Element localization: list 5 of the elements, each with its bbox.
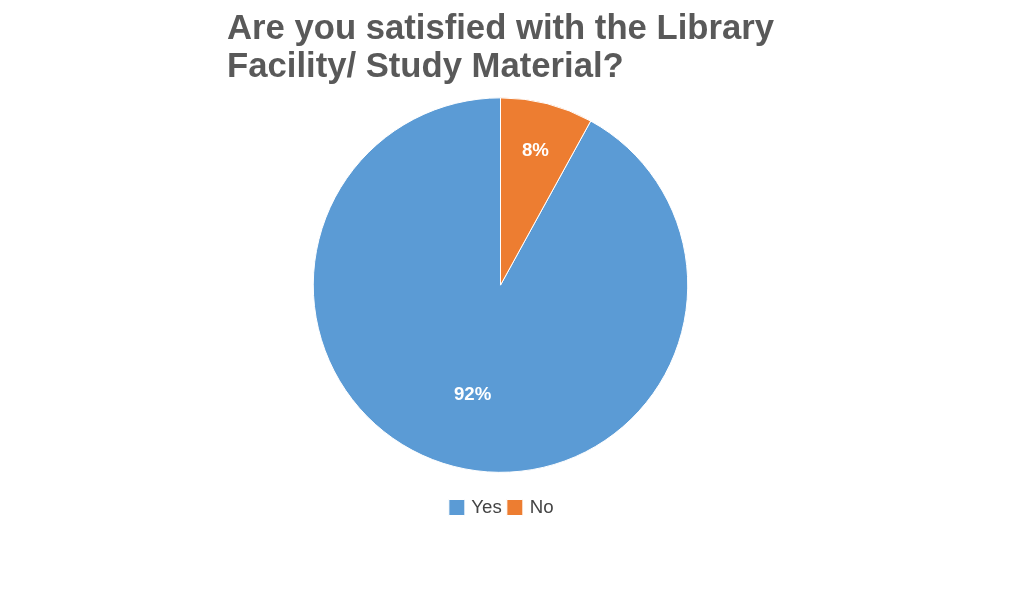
legend-label: No — [529, 496, 554, 518]
data-label: 8% — [521, 138, 550, 160]
data-label: 92% — [453, 383, 492, 405]
legend-label: Yes — [471, 496, 502, 518]
chart-title: Are you satisfied with the Library Facility/ Study Material? — [227, 7, 775, 84]
